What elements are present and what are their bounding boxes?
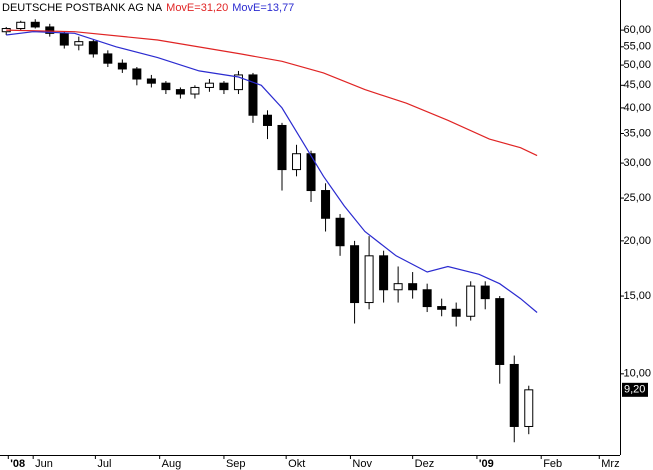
- title-text: DEUTSCHE POSTBANK AG NA: [2, 2, 163, 14]
- candle-body: [59, 32, 69, 46]
- candle-body: [524, 389, 534, 427]
- candle-body: [350, 245, 360, 304]
- x-tick-label: Okt: [288, 458, 305, 470]
- y-tick-label: 60,00: [623, 24, 651, 36]
- moving-average: [6, 31, 538, 313]
- candle-body: [321, 190, 331, 219]
- y-tick-label: 25,00: [623, 192, 651, 204]
- candle-body: [335, 217, 345, 247]
- y-tick-label: 55,00: [623, 41, 651, 53]
- legend-entry: MovE=31,20: [166, 2, 228, 14]
- candle-body: [408, 283, 418, 291]
- x-tick-label: Dez: [415, 458, 435, 470]
- x-tick-label: Nov: [352, 458, 372, 470]
- candle-body: [495, 298, 505, 365]
- candle-body: [146, 78, 156, 84]
- last-price-box: [622, 382, 648, 397]
- x-tick-label: Jul: [97, 458, 111, 470]
- moving-average: [6, 29, 538, 157]
- legend-entry: MovE=13,77: [232, 2, 294, 14]
- candle-body: [451, 308, 461, 317]
- candle-body: [422, 289, 432, 308]
- candle-body: [117, 62, 127, 70]
- candle-body: [132, 68, 142, 80]
- candle-body: [16, 21, 26, 30]
- candle-body: [45, 26, 55, 34]
- candle-body: [393, 283, 403, 291]
- last-price-label: 9,20: [624, 384, 645, 396]
- x-tick-label: Jun: [35, 458, 53, 470]
- x-tick-label: Mrz: [601, 458, 619, 470]
- y-tick-label: 45,00: [623, 79, 651, 91]
- y-tick-label: 35,00: [623, 127, 651, 139]
- x-tick-label: '09: [479, 458, 494, 470]
- candle-body: [364, 255, 374, 304]
- x-tick-label: Aug: [162, 458, 182, 470]
- candle-body: [103, 53, 113, 64]
- chart-title: DEUTSCHE POSTBANK AG NA MovE=31,20 MovE=13…: [2, 2, 294, 14]
- candle-body: [306, 153, 316, 192]
- candle-body: [74, 41, 84, 46]
- y-tick-label: 30,00: [623, 157, 651, 169]
- candle-body: [437, 306, 447, 310]
- candle-body: [175, 89, 185, 95]
- y-tick-label: 20,00: [623, 235, 651, 247]
- x-tick-label: '08: [10, 458, 25, 470]
- candle-body: [379, 255, 389, 291]
- candle-body: [277, 124, 287, 171]
- y-tick-label: 15,00: [623, 290, 651, 302]
- candle-body: [190, 86, 200, 95]
- candle-body: [480, 285, 490, 300]
- candle-body: [262, 114, 272, 126]
- candle-body: [466, 285, 476, 317]
- candle-body: [219, 82, 229, 91]
- y-tick-label: 50,00: [623, 59, 651, 71]
- candle-body: [88, 41, 98, 55]
- candle-body: [30, 21, 40, 28]
- x-tick-label: Feb: [543, 458, 562, 470]
- y-tick-label: 40,00: [623, 102, 651, 114]
- y-tick-label: 10,00: [623, 368, 651, 380]
- candle-body: [204, 82, 214, 88]
- candle-body: [509, 363, 519, 427]
- x-tick-label: Sep: [226, 458, 246, 470]
- candle-body: [233, 74, 243, 91]
- candle-body: [248, 74, 258, 116]
- candle-body: [292, 153, 302, 171]
- candle-body: [161, 82, 171, 91]
